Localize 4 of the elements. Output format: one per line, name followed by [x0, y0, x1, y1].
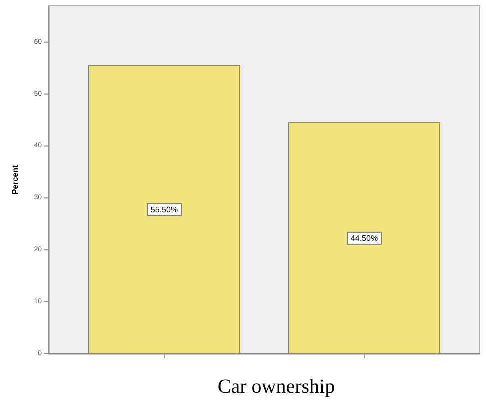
x-axis-title: Car ownership — [218, 376, 336, 398]
data-label: 55.50% — [150, 205, 178, 214]
y-axis-title: Percent — [11, 164, 20, 195]
data-label: 44.50% — [350, 234, 378, 243]
